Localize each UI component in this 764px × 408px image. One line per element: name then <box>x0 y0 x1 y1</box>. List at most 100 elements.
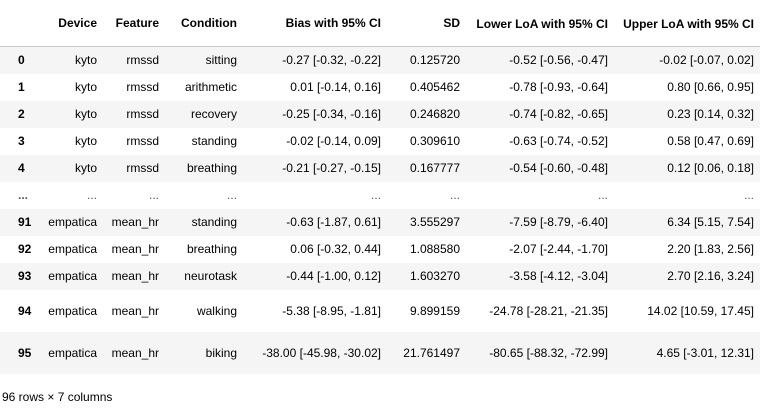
cell-lower-loa: -80.65 [-88.32, -72.99] <box>489 345 608 360</box>
row-index: ... <box>18 188 29 202</box>
column-header-feature: Feature <box>103 0 165 47</box>
table-header: Device Feature Condition Bias with 95% C… <box>0 0 760 47</box>
table-row: 93 empatica mean_hr neurotask -0.44 [-1.… <box>0 262 760 290</box>
table-row: 1 kyto rmssd arithmetic 0.01 [-0.14, 0.1… <box>0 73 760 101</box>
row-index: 3 <box>18 134 25 148</box>
cell-upper-loa: -0.02 [-0.07, 0.02] <box>659 53 754 68</box>
cell-lower-loa: -0.52 [-0.56, -0.47] <box>509 53 608 68</box>
cell-upper-loa: 2.20 [1.83, 2.56] <box>667 242 754 256</box>
row-index: 95 <box>18 345 32 360</box>
cell-lower-loa: -0.74 [-0.82, -0.65] <box>509 107 608 121</box>
table-row: 0 kyto rmssd sitting -0.27 [-0.32, -0.22… <box>0 46 760 74</box>
cell-bias: -0.27 [-0.32, -0.22] <box>282 53 381 68</box>
cell-device: empatica <box>48 242 97 256</box>
cell-lower-loa: ... <box>597 188 608 202</box>
cell-device: empatica <box>48 269 97 283</box>
row-index: 93 <box>18 269 32 283</box>
table-row: 2 kyto rmssd recovery -0.25 [-0.34, -0.1… <box>0 100 760 128</box>
cell-bias: -0.21 [-0.27, -0.15] <box>282 161 381 175</box>
column-header-device: Device <box>34 0 103 47</box>
row-index: 92 <box>18 242 32 256</box>
cell-upper-loa: 0.58 [0.47, 0.69] <box>667 134 754 148</box>
cell-condition: breathing <box>186 161 237 175</box>
row-index: 91 <box>18 215 32 229</box>
table-row: 95 empatica mean_hr biking -38.00 [-45.9… <box>0 331 760 374</box>
cell-upper-loa: 0.12 [0.06, 0.18] <box>667 161 754 175</box>
cell-condition: sitting <box>205 53 237 68</box>
cell-sd: 1.088580 <box>409 242 460 256</box>
cell-device: empatica <box>48 215 97 229</box>
cell-lower-loa: -3.58 [-4.12, -3.04] <box>509 269 608 283</box>
cell-device: kyto <box>74 80 97 94</box>
cell-lower-loa: -24.78 [-28.21, -21.35] <box>489 303 608 318</box>
table-row: 94 empatica mean_hr walking -5.38 [-8.95… <box>0 289 760 332</box>
cell-lower-loa: -2.07 [-2.44, -1.70] <box>509 242 608 256</box>
column-header-bias: Bias with 95% CI <box>243 0 387 47</box>
cell-condition: biking <box>205 345 237 360</box>
cell-upper-loa: 2.70 [2.16, 3.24] <box>667 269 754 283</box>
row-index: 1 <box>18 80 25 94</box>
cell-feature: ... <box>148 188 159 202</box>
cell-feature: mean_hr <box>111 303 159 318</box>
cell-sd: 0.246820 <box>409 107 460 121</box>
cell-upper-loa: 6.34 [5.15, 7.54] <box>667 215 754 229</box>
cell-sd: 0.309610 <box>409 134 460 148</box>
cell-device: kyto <box>74 161 97 175</box>
cell-feature: rmssd <box>126 80 159 94</box>
cell-upper-loa: 4.65 [-3.01, 12.31] <box>656 345 754 360</box>
cell-feature: rmssd <box>126 53 159 68</box>
cell-sd: 3.555297 <box>409 215 460 229</box>
column-header-upper-loa: Upper LoA with 95% CI <box>614 0 760 47</box>
cell-condition: walking <box>196 303 237 318</box>
cell-upper-loa: 0.80 [0.66, 0.95] <box>667 80 754 94</box>
cell-bias: ... <box>370 188 381 202</box>
cell-sd: ... <box>449 188 460 202</box>
cell-bias: 0.01 [-0.14, 0.16] <box>290 80 381 94</box>
cell-sd: 0.405462 <box>409 80 460 94</box>
cell-bias: -0.25 [-0.34, -0.16] <box>282 107 381 121</box>
cell-condition: arithmetic <box>184 80 237 94</box>
cell-bias: -0.44 [-1.00, 0.12] <box>286 269 381 283</box>
cell-sd: 0.167777 <box>409 161 460 175</box>
cell-device: kyto <box>74 134 97 148</box>
cell-feature: mean_hr <box>111 215 159 229</box>
cell-condition: neurotask <box>184 269 237 283</box>
cell-condition: breathing <box>186 242 237 256</box>
table-body: 0 kyto rmssd sitting -0.27 [-0.32, -0.22… <box>0 46 760 374</box>
dataframe-table: Device Feature Condition Bias with 95% C… <box>0 0 760 374</box>
table-row: 3 kyto rmssd standing -0.02 [-0.14, 0.09… <box>0 127 760 155</box>
cell-lower-loa: -0.54 [-0.60, -0.48] <box>509 161 608 175</box>
row-index: 94 <box>18 303 32 318</box>
cell-feature: mean_hr <box>111 269 159 283</box>
cell-sd: 1.603270 <box>409 269 460 283</box>
cell-device: kyto <box>74 53 97 68</box>
cell-sd: 0.125720 <box>409 53 460 68</box>
table-row: 4 kyto rmssd breathing -0.21 [-0.27, -0.… <box>0 154 760 182</box>
table-row: 91 empatica mean_hr standing -0.63 [-1.8… <box>0 208 760 236</box>
cell-bias: -0.63 [-1.87, 0.61] <box>286 215 381 229</box>
cell-device: ... <box>86 188 97 202</box>
cell-device: empatica <box>48 345 97 360</box>
cell-device: empatica <box>48 303 97 318</box>
cell-condition: standing <box>191 134 237 148</box>
cell-condition: recovery <box>190 107 237 121</box>
cell-lower-loa: -0.63 [-0.74, -0.52] <box>509 134 608 148</box>
cell-sd: 21.761497 <box>403 345 460 360</box>
cell-sd: 9.899159 <box>409 303 460 318</box>
table-shape-summary: 96 rows × 7 columns <box>2 390 113 404</box>
cell-upper-loa: 0.23 [0.14, 0.32] <box>667 107 754 121</box>
index-header <box>0 0 34 47</box>
cell-condition: standing <box>191 215 237 229</box>
ellipsis-row: ... ... ... ... ... ... ... ... <box>0 181 760 209</box>
cell-bias: -0.02 [-0.14, 0.09] <box>286 134 381 148</box>
cell-bias: 0.06 [-0.32, 0.44] <box>290 242 381 256</box>
cell-lower-loa: -0.78 [-0.93, -0.64] <box>509 80 608 94</box>
cell-bias: -5.38 [-8.95, -1.81] <box>282 303 381 318</box>
cell-bias: -38.00 [-45.98, -30.02] <box>262 345 381 360</box>
cell-lower-loa: -7.59 [-8.79, -6.40] <box>509 215 608 229</box>
cell-upper-loa: ... <box>743 188 754 202</box>
header-row: Device Feature Condition Bias with 95% C… <box>0 0 760 47</box>
column-header-sd: SD <box>387 0 466 47</box>
column-header-lower-loa: Lower LoA with 95% CI <box>466 0 614 47</box>
